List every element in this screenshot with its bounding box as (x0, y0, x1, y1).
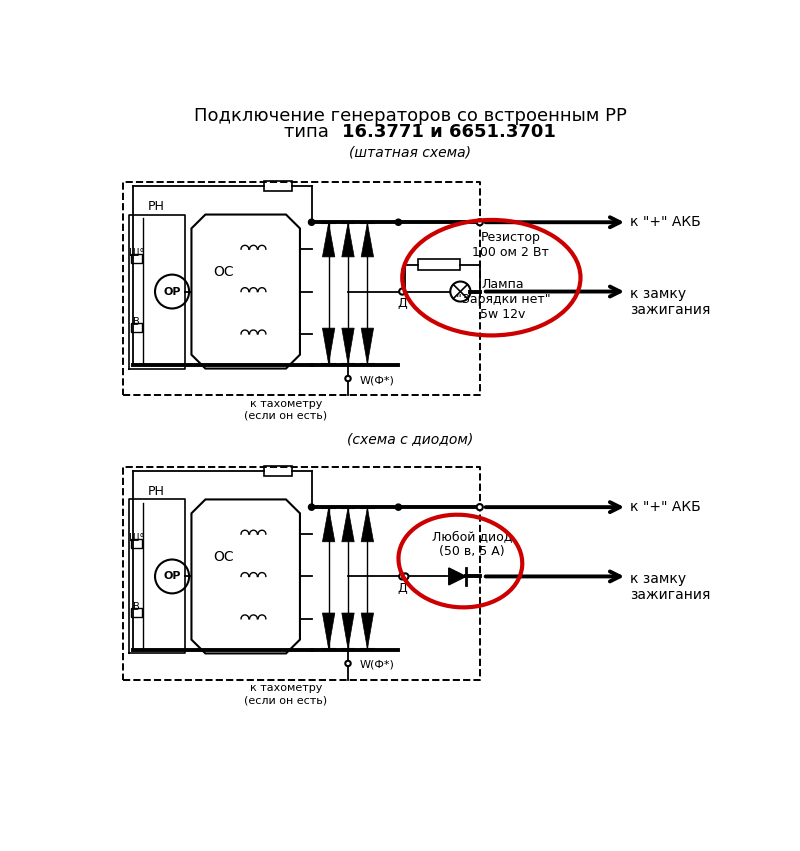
Polygon shape (322, 508, 335, 542)
Text: к замку
зажигания: к замку зажигания (630, 572, 710, 603)
Text: ОС: ОС (214, 266, 234, 279)
Text: Лампа
"Зарядки нет"
5w 12v: Лампа "Зарядки нет" 5w 12v (456, 277, 550, 321)
Text: Подключение генераторов со встроенным РР: Подключение генераторов со встроенным РР (194, 107, 626, 125)
Text: (штатная схема): (штатная схема) (349, 146, 471, 159)
Circle shape (477, 504, 483, 511)
Text: В: В (133, 317, 140, 328)
Text: ОР: ОР (163, 287, 181, 296)
Text: 16.3771 и 6651.3701: 16.3771 и 6651.3701 (342, 123, 556, 141)
Text: Любой диод
(50 в, 5 А): Любой диод (50 в, 5 А) (432, 530, 512, 558)
Text: ОР: ОР (163, 571, 181, 581)
Bar (131, 608, 142, 617)
Bar (131, 539, 142, 548)
Polygon shape (342, 328, 354, 364)
Text: к тахометру
(если он есть): к тахометру (если он есть) (245, 398, 327, 420)
Polygon shape (361, 328, 374, 364)
Text: к "+" АКБ: к "+" АКБ (630, 215, 701, 229)
Polygon shape (361, 613, 374, 648)
Text: Ш°: Ш° (129, 248, 144, 258)
Polygon shape (191, 214, 300, 368)
Text: РН: РН (148, 485, 165, 498)
Polygon shape (361, 508, 374, 542)
Text: типа: типа (284, 123, 340, 141)
Bar (418, 260, 460, 270)
Bar (264, 466, 292, 476)
Text: W(Ф*): W(Ф*) (360, 660, 394, 670)
Polygon shape (342, 223, 354, 257)
Polygon shape (449, 568, 466, 585)
Circle shape (346, 660, 350, 666)
Circle shape (346, 376, 350, 381)
Circle shape (155, 559, 189, 593)
Circle shape (399, 574, 406, 580)
Text: В: В (133, 603, 140, 612)
Circle shape (309, 220, 314, 226)
Text: Д: Д (398, 582, 407, 595)
Polygon shape (322, 223, 335, 257)
Circle shape (402, 574, 409, 580)
Polygon shape (361, 223, 374, 257)
Text: к тахометру
(если он есть): к тахометру (если он есть) (245, 683, 327, 705)
Text: Д: Д (398, 297, 407, 311)
Bar (131, 254, 142, 263)
Text: (схема с диодом): (схема с диодом) (347, 432, 473, 447)
Polygon shape (322, 328, 335, 364)
Bar (264, 181, 292, 191)
Circle shape (477, 220, 483, 226)
Circle shape (450, 282, 470, 301)
Text: ОС: ОС (214, 551, 234, 564)
Polygon shape (322, 613, 335, 648)
Polygon shape (342, 613, 354, 648)
Text: к "+" АКБ: к "+" АКБ (630, 500, 701, 514)
Text: Ш°: Ш° (129, 533, 144, 543)
Circle shape (309, 504, 314, 511)
Circle shape (399, 288, 406, 294)
Text: Резистор
100 ом 2 Вт: Резистор 100 ом 2 Вт (472, 231, 549, 260)
Circle shape (395, 504, 402, 511)
Text: РН: РН (148, 200, 165, 214)
Text: к замку
зажигания: к замку зажигания (630, 288, 710, 317)
Circle shape (395, 220, 402, 226)
Polygon shape (342, 508, 354, 542)
Polygon shape (191, 500, 300, 654)
Circle shape (155, 275, 189, 308)
Text: W(Ф*): W(Ф*) (360, 375, 394, 386)
Bar (131, 323, 142, 333)
